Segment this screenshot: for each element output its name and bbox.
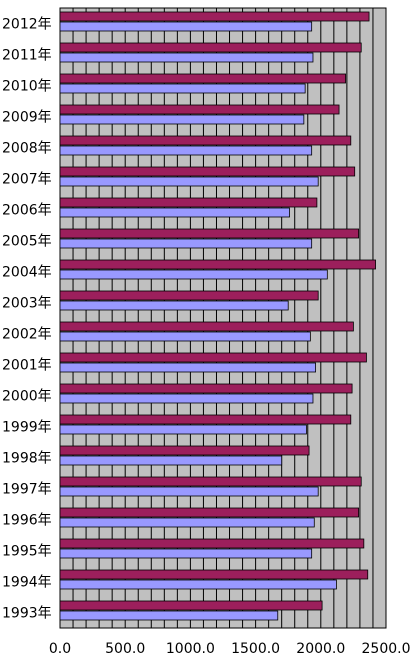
y-tick-label: 2002年: [2, 327, 52, 343]
x-axis-labels: 0.0 500.0 1000.0 1500.0 2000.0 2500.0: [49, 641, 411, 657]
bar-series-2: [59, 52, 314, 63]
bar-series-2: [59, 548, 313, 559]
bar-series-1: [59, 104, 340, 115]
bar-series-2: [59, 455, 283, 466]
y-axis-labels: 2012年 2011年 2010年 2009年 2008年 2007年 2006年 2005年…: [2, 17, 52, 622]
bar-series-1: [59, 135, 352, 146]
bar-series-2: [59, 269, 328, 280]
bar-series-1: [59, 290, 319, 301]
bar-series-1: [59, 259, 376, 270]
bar-series-1: [59, 414, 352, 425]
bar-series-2: [59, 517, 315, 528]
y-tick-label: 1994年: [2, 575, 52, 591]
x-tick-label: 2500.0: [362, 641, 411, 657]
bar-series-1: [59, 445, 310, 456]
bar-series-2: [59, 362, 316, 373]
bar-series-2: [59, 207, 290, 218]
bar-series-2: [59, 424, 307, 435]
bar-series-1: [59, 197, 318, 208]
y-tick-label: 2003年: [2, 296, 52, 312]
bar-series-1: [59, 228, 360, 239]
bar-series-2: [59, 114, 305, 125]
bar-series-2: [59, 176, 319, 187]
bar-series-2: [59, 331, 311, 342]
bar-series-2: [59, 83, 306, 94]
x-tick-label: 0.0: [49, 641, 71, 657]
bar-series-1: [59, 600, 323, 611]
bar-series-2: [59, 145, 313, 156]
plot-area: [59, 7, 387, 629]
bar-series-1: [59, 73, 346, 84]
bar-series-1: [59, 11, 370, 22]
y-tick-label: 2004年: [2, 265, 52, 281]
y-tick-label: 2006年: [2, 203, 52, 219]
y-tick-label: 2010年: [2, 79, 52, 95]
bar-series-2: [59, 610, 279, 621]
bar-series-1: [59, 538, 365, 549]
y-tick-label: 1997年: [2, 482, 52, 498]
y-tick-label: 2012年: [2, 17, 52, 33]
bar-series-2: [59, 393, 314, 404]
y-tick-label: 2008年: [2, 141, 52, 157]
bars: [59, 11, 376, 621]
x-tick-label: 500.0: [105, 641, 145, 657]
bar-series-2: [59, 300, 289, 311]
bar-series-1: [59, 42, 362, 53]
bar-series-1: [59, 352, 367, 363]
bar-series-2: [59, 238, 313, 249]
y-tick-label: 1998年: [2, 451, 52, 467]
bar-series-1: [59, 569, 369, 580]
y-tick-label: 2011年: [2, 48, 52, 64]
y-tick-label: 2009年: [2, 110, 52, 126]
y-tick-label: 2001年: [2, 358, 52, 374]
bar-series-2: [59, 579, 337, 590]
bar-series-1: [59, 166, 356, 177]
bar-series-2: [59, 486, 319, 497]
y-tick-label: 2005年: [2, 234, 52, 250]
y-tick-label: 2007年: [2, 172, 52, 188]
x-tick-label: 1500.0: [231, 641, 280, 657]
x-tick-label: 1000.0: [166, 641, 215, 657]
bar-series-1: [59, 383, 353, 394]
bar-series-1: [59, 476, 362, 487]
y-tick-label: 1995年: [2, 544, 52, 560]
y-tick-label: 1993年: [2, 606, 52, 622]
y-tick-label: 2000年: [2, 389, 52, 405]
bar-series-1: [59, 507, 360, 518]
x-tick-label: 2000.0: [296, 641, 345, 657]
y-tick-label: 1996年: [2, 513, 52, 529]
bar-series-2: [59, 21, 313, 32]
bar-series-1: [59, 321, 354, 332]
y-tick-label: 1999年: [2, 420, 52, 436]
